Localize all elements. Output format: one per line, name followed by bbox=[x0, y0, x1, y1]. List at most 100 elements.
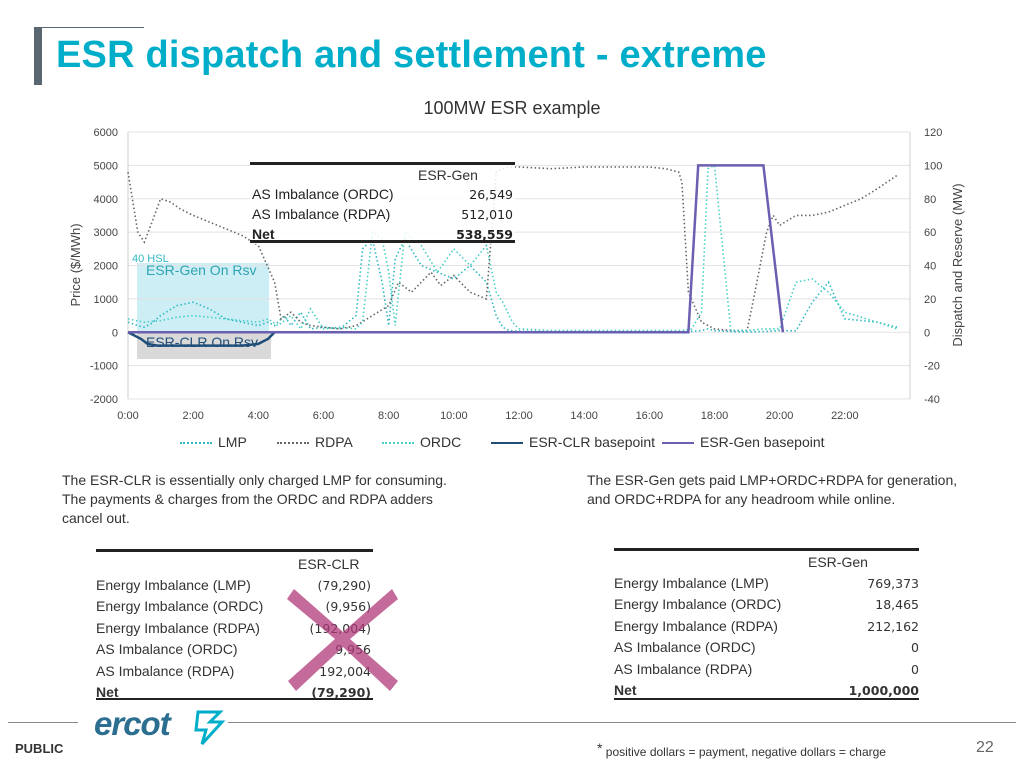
y-tick-label: 3000 bbox=[94, 227, 118, 239]
legend-label: RDPA bbox=[315, 434, 353, 450]
table-row-value: (79,290) bbox=[317, 578, 372, 593]
gen-table-header: ESR-Gen bbox=[808, 554, 868, 570]
legend-swatch bbox=[180, 442, 212, 445]
y-tick-label: 1000 bbox=[94, 294, 118, 306]
x-tick-label: 14:00 bbox=[570, 410, 598, 422]
clr-table-header: ESR-CLR bbox=[298, 556, 360, 572]
gen-settlement-table: ESR-Gen Energy Imbalance (LMP) 769,373 Ene… bbox=[614, 548, 919, 700]
table-row-value: (79,290) bbox=[311, 685, 371, 700]
y2-tick-label: 120 bbox=[924, 127, 942, 139]
table-row-label: AS Imbalance (ORDC) bbox=[614, 639, 756, 656]
y-axis-title: Price ($/MWh) bbox=[68, 223, 83, 306]
overlay-bottom-line bbox=[250, 240, 515, 243]
x-tick-label: 8:00 bbox=[378, 410, 399, 422]
title-accent-bar bbox=[34, 27, 42, 85]
ercot-logo: ercot bbox=[94, 705, 226, 746]
table-row: Energy Imbalance (RDPA) 212,162 bbox=[614, 618, 919, 639]
footnote-text: positive dollars = payment, negative dol… bbox=[605, 745, 886, 759]
legend-swatch bbox=[277, 442, 309, 445]
gen-rsv-highlight bbox=[137, 263, 269, 331]
legend-item: ORDC bbox=[382, 434, 461, 450]
overlay-row-value: 538,559 bbox=[456, 227, 513, 242]
gen-table-bottom-line bbox=[614, 698, 919, 700]
y2-tick-label: 60 bbox=[924, 227, 936, 239]
y2-tick-label: 0 bbox=[924, 327, 930, 339]
table-row: AS Imbalance (RDPA) 192,004 bbox=[96, 663, 373, 684]
y2-axis-title: Dispatch and Reserve (MW) bbox=[950, 183, 965, 346]
legend-swatch bbox=[662, 442, 694, 445]
table-row-value: 0 bbox=[911, 640, 919, 656]
overlay-row-label: AS Imbalance (RDPA) bbox=[252, 206, 391, 222]
table-row: Energy Imbalance (LMP) (79,290) bbox=[96, 577, 373, 598]
x-tick-label: 12:00 bbox=[505, 410, 533, 422]
series-line-ordc bbox=[127, 164, 898, 332]
clr-table-bottom-line bbox=[96, 698, 373, 700]
ercot-logo-mark bbox=[194, 710, 226, 746]
table-row-label: Energy Imbalance (RDPA) bbox=[96, 619, 260, 636]
x-tick-label: 0:00 bbox=[117, 410, 138, 422]
table-row-label: AS Imbalance (RDPA) bbox=[96, 662, 235, 679]
legend-item: ESR-CLR basepoint bbox=[491, 434, 655, 450]
table-row: Energy Imbalance (ORDC) 18,465 bbox=[614, 596, 919, 617]
ercot-logo-text: ercot bbox=[94, 705, 173, 742]
y-tick-label: -2000 bbox=[90, 394, 118, 406]
legend-label: ESR-Gen basepoint bbox=[700, 434, 825, 450]
legend-item: ESR-Gen basepoint bbox=[662, 434, 825, 450]
title-accent-line bbox=[42, 27, 144, 28]
table-row-label: Energy Imbalance (LMP) bbox=[96, 577, 251, 593]
overlay-header: ESR-Gen bbox=[418, 167, 478, 183]
overlay-row-value: 26,549 bbox=[469, 187, 513, 202]
gen-table-top-line bbox=[614, 548, 919, 551]
table-row-label: Energy Imbalance (ORDC) bbox=[96, 598, 264, 615]
x-tick-label: 22:00 bbox=[831, 410, 859, 422]
clr-rsv-label: ESR-CLR On Rsv bbox=[146, 334, 258, 350]
slide-title: ESR dispatch and settlement - extreme bbox=[56, 34, 767, 76]
table-row: Net 1,000,000 bbox=[614, 682, 919, 703]
series-line-esr-gen-basepoint bbox=[128, 164, 785, 334]
table-row-value: 769,373 bbox=[867, 576, 919, 591]
x-tick-label: 20:00 bbox=[766, 410, 794, 422]
footer-divider bbox=[8, 722, 1016, 723]
clr-table-top-line bbox=[96, 549, 373, 552]
legend-item: RDPA bbox=[277, 434, 353, 450]
table-row-value: (9,956) bbox=[325, 599, 371, 615]
legend-label: ORDC bbox=[420, 434, 462, 450]
classification-label: PUBLIC bbox=[15, 741, 64, 756]
table-row-label: Net bbox=[96, 684, 119, 700]
y2-tick-label: 100 bbox=[924, 160, 942, 172]
footnote: * positive dollars = payment, negative d… bbox=[597, 740, 886, 759]
chart-legend: LMP RDPA ORDC ESR-CLR basepoint ESR-Gen base… bbox=[0, 434, 1024, 454]
hsl-label: 40 HSL bbox=[132, 253, 169, 265]
x-tick-label: 4:00 bbox=[248, 410, 269, 422]
x-tick-label: 16:00 bbox=[636, 410, 664, 422]
table-row: AS Imbalance (ORDC) 0 bbox=[614, 639, 919, 660]
clr-settlement-table: ESR-CLR Energy Imbalance (LMP) (79,290) En… bbox=[96, 549, 373, 700]
legend-label: LMP bbox=[218, 434, 247, 450]
table-row-label: Energy Imbalance (RDPA) bbox=[614, 617, 778, 634]
table-row-value: 18,465 bbox=[875, 597, 919, 613]
table-row-label: Net bbox=[614, 682, 637, 698]
table-row-label: Energy Imbalance (ORDC) bbox=[614, 596, 782, 613]
series-line-rdpa bbox=[127, 166, 898, 332]
legend-label: ESR-CLR basepoint bbox=[529, 434, 656, 450]
y-tick-label: 2000 bbox=[94, 261, 118, 273]
table-row: Net (79,290) bbox=[96, 684, 373, 705]
x-tick-label: 18:00 bbox=[701, 410, 729, 422]
y2-tick-label: 80 bbox=[924, 194, 936, 206]
page-number: 22 bbox=[976, 739, 994, 756]
series-line-esr-clr-basepoint bbox=[127, 331, 276, 347]
table-row-value: 192,004 bbox=[319, 663, 371, 679]
overlay-row-value: 512,010 bbox=[461, 207, 513, 222]
y2-tick-label: 20 bbox=[924, 294, 936, 306]
legend-item: LMP bbox=[180, 434, 247, 450]
chart-title: 100MW ESR example bbox=[423, 98, 601, 118]
y2-tick-label: 40 bbox=[924, 261, 936, 273]
overlay-row-label: Net bbox=[252, 226, 275, 242]
clr-note: The ESR-CLR is essentially only charged … bbox=[62, 472, 447, 526]
y-tick-label: -1000 bbox=[90, 361, 118, 373]
gen-as-overlay-table: ESR-Gen AS Imbalance (ORDC) 26,549 AS Imba… bbox=[250, 162, 515, 244]
cross-mark bbox=[287, 589, 398, 691]
y-tick-label: 6000 bbox=[94, 127, 118, 139]
gen-rsv-label: ESR-Gen On Rsv bbox=[146, 262, 256, 278]
table-row-value: 0 bbox=[911, 661, 919, 677]
